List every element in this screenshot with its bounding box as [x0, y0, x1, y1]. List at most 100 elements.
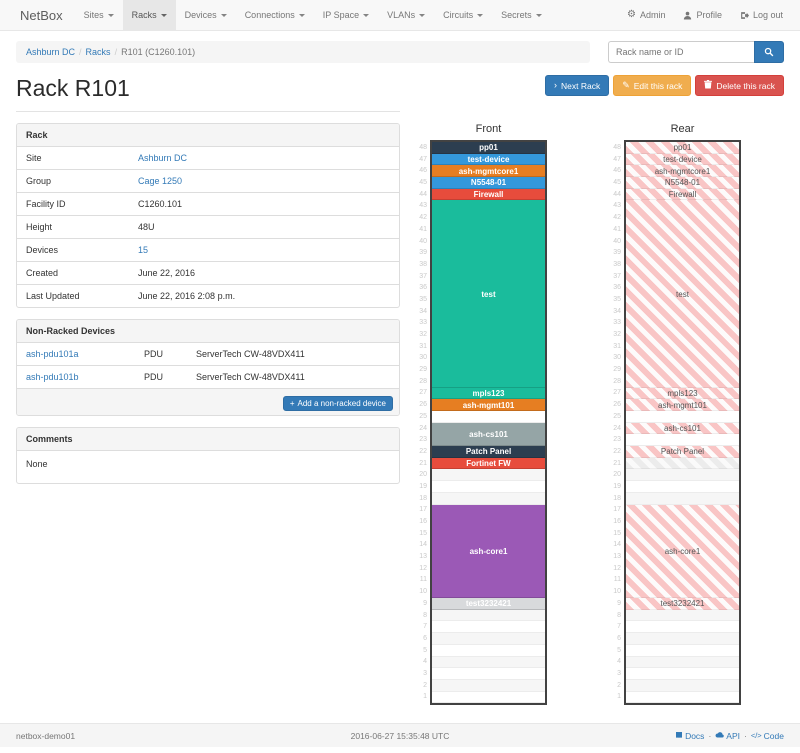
unit-number: 41: [419, 225, 427, 233]
nav-item-vlans[interactable]: VLANs: [378, 0, 434, 30]
unit-number: 35: [613, 295, 621, 303]
rack-device-Firewall[interactable]: Firewall: [626, 188, 739, 201]
next-rack-button[interactable]: › Next Rack: [544, 75, 610, 96]
rack-device-pp01[interactable]: pp01: [626, 142, 739, 154]
gear-icon: ⚙: [626, 9, 636, 20]
nav-item-circuits[interactable]: Circuits: [434, 0, 492, 30]
rear-elevation-title: Rear: [670, 123, 695, 135]
comments-body: None: [26, 459, 48, 469]
rack-unit-empty: [626, 633, 739, 645]
unit-number: 41: [613, 225, 621, 233]
chevron-down-icon: [535, 13, 542, 17]
unit-number: 15: [613, 529, 621, 537]
unit-number: 33: [613, 319, 621, 327]
rack-search-button[interactable]: [754, 41, 784, 63]
rack-device-test[interactable]: test: [626, 200, 739, 388]
rack-device-test[interactable]: test: [432, 200, 545, 388]
unit-number: 17: [419, 506, 427, 514]
rack-device-test-device[interactable]: test-device: [626, 153, 739, 166]
device-type: PDU: [144, 349, 164, 359]
unit-number: 2: [617, 681, 621, 689]
group-link[interactable]: Cage 1250: [138, 176, 183, 186]
rack-device-Firewall[interactable]: Firewall: [432, 188, 545, 201]
rack-device-ash-mgmtcore1[interactable]: ash-mgmtcore1: [432, 165, 545, 178]
nav-item-logout[interactable]: Log out: [731, 0, 792, 30]
nav-item-secrets[interactable]: Secrets: [492, 0, 551, 30]
rack-device-test-device[interactable]: test-device: [432, 153, 545, 166]
rack-device-ash-core1[interactable]: ash-core1: [626, 504, 739, 599]
api-link[interactable]: API: [715, 731, 740, 741]
rack-unit-empty: [432, 469, 545, 482]
created-value: June 22, 2016: [129, 261, 399, 285]
unit-number: 7: [423, 623, 427, 631]
table-row: Devices 15: [17, 238, 399, 262]
docs-link[interactable]: Docs: [675, 731, 704, 741]
unit-number: 31: [419, 342, 427, 350]
rack-unit-empty: [432, 633, 545, 645]
delete-rack-button[interactable]: Delete this rack: [695, 75, 784, 96]
unit-number: 30: [613, 354, 621, 362]
breadcrumb-site-link[interactable]: Ashburn DC: [26, 47, 76, 57]
rack-device-Patch Panel[interactable]: Patch Panel: [626, 446, 739, 458]
rack-search-input[interactable]: [608, 41, 754, 63]
unit-number: 16: [613, 518, 621, 525]
rack-device-N5548-01[interactable]: N5548-01: [626, 177, 739, 189]
nav-item-connections[interactable]: Connections: [236, 0, 314, 30]
table-row: Facility ID C1260.101: [17, 192, 399, 216]
device-link[interactable]: ash-pdu101a: [26, 349, 79, 359]
device-type: PDU: [135, 365, 187, 388]
rack-blocked-unit: [626, 457, 739, 470]
chevron-down-icon: [298, 13, 305, 17]
code-icon: </>: [750, 731, 762, 740]
title-divider: [16, 111, 400, 112]
nav-item-profile[interactable]: Profile: [674, 0, 731, 30]
device-model: ServerTech CW-48VDX411: [187, 365, 399, 388]
rack-device-ash-cs101[interactable]: ash-cs101: [626, 422, 739, 435]
unit-number: 30: [419, 354, 427, 362]
edit-rack-button[interactable]: ✎ Edit this rack: [613, 75, 692, 96]
nav-item-admin[interactable]: ⚙ Admin: [626, 9, 666, 21]
devices-count-link[interactable]: 15: [138, 245, 149, 255]
rack-device-ash-mgmt101[interactable]: ash-mgmt101: [626, 399, 739, 411]
rack-device-test3232421[interactable]: test3232421: [432, 598, 545, 610]
rack-device-mpls123[interactable]: mpls123: [626, 387, 739, 400]
unit-number: 46: [613, 167, 621, 175]
nav-item-devices[interactable]: Devices: [176, 0, 236, 30]
rack-unit-empty: [626, 668, 739, 680]
unit-number: 1: [423, 693, 427, 701]
rack-device-N5548-01[interactable]: N5548-01: [432, 177, 545, 189]
rack-attributes-table: Site Ashburn DC Group Cage 1250 Facility…: [17, 147, 399, 307]
nav-item-ip-space[interactable]: IP Space: [314, 0, 378, 30]
rack-device-Patch Panel[interactable]: Patch Panel: [432, 446, 545, 458]
unit-number: 42: [613, 214, 621, 222]
search-icon: [764, 45, 774, 60]
left-column: Rack Site Ashburn DC Group Cage 1250 Fac…: [16, 123, 400, 495]
rack-device-pp01[interactable]: pp01: [432, 142, 545, 154]
table-row: Site Ashburn DC: [26, 153, 188, 163]
unit-number: 39: [613, 249, 621, 257]
rack-device-ash-mgmtcore1[interactable]: ash-mgmtcore1: [626, 165, 739, 178]
table-row: Group Cage 1250: [17, 169, 399, 193]
rack-device-test3232421[interactable]: test3232421: [626, 598, 739, 610]
unit-number: 4: [617, 658, 621, 666]
rack-device-ash-core1[interactable]: ash-core1: [432, 504, 545, 599]
netbox-brand[interactable]: NetBox: [20, 7, 63, 23]
rack-device-mpls123[interactable]: mpls123: [432, 387, 545, 400]
rack-device-ash-mgmt101[interactable]: ash-mgmt101: [432, 399, 545, 411]
breadcrumb-racks-link[interactable]: Racks: [85, 47, 111, 57]
last-updated-value: June 22, 2016 2:08 p.m.: [129, 284, 399, 307]
rack-unit-empty: [432, 656, 545, 669]
chevron-right-icon: ›: [553, 80, 557, 90]
nav-item-racks[interactable]: Racks: [122, 0, 176, 30]
rack-device-Fortinet FW[interactable]: Fortinet FW: [432, 457, 545, 470]
front-elevation: Front 48 47 46 45 44 43 42 41 40 39 38 37 36 35 34 33 32…: [417, 123, 547, 706]
site-link[interactable]: Ashburn DC: [138, 153, 188, 163]
code-link[interactable]: </> Code: [750, 730, 784, 741]
nav-item-sites[interactable]: Sites: [75, 0, 123, 30]
logout-icon: [740, 11, 749, 20]
rack-device-ash-cs101[interactable]: ash-cs101: [432, 422, 545, 447]
unit-number: 28: [419, 377, 427, 385]
add-non-racked-device-button[interactable]: + Add a non-racked device: [282, 396, 393, 411]
unit-number: 38: [613, 260, 621, 268]
device-link[interactable]: ash-pdu101b: [26, 372, 79, 382]
